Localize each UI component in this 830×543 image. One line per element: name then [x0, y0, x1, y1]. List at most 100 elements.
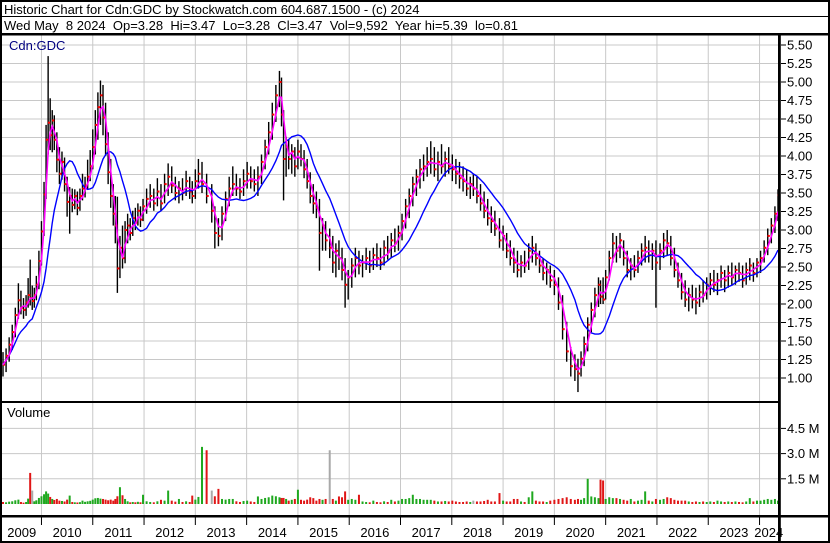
volume-bar: [545, 501, 548, 504]
volume-bar: [224, 499, 227, 504]
close-tick: [279, 81, 282, 83]
candle: [47, 56, 49, 155]
close-tick: [127, 224, 130, 227]
price-tick-label: 4.00: [787, 149, 812, 164]
close-tick: [291, 150, 294, 153]
close-tick: [130, 231, 133, 234]
volume-bar: [386, 501, 389, 504]
volume-bar: [76, 502, 79, 504]
volume-bar: [264, 497, 267, 504]
candle: [706, 277, 708, 300]
volume-bar: [43, 494, 46, 504]
volume-bar: [684, 500, 687, 504]
volume-bar: [401, 498, 404, 504]
volume-bar: [538, 501, 541, 504]
year-label: 2015: [309, 525, 338, 540]
price-tick-label: 3.25: [787, 204, 812, 219]
close-tick: [542, 271, 546, 274]
candle: [145, 188, 148, 214]
candle: [767, 228, 769, 256]
volume-bar: [770, 499, 773, 504]
close-tick: [45, 138, 49, 141]
candle: [56, 132, 58, 173]
year-label: 2014: [258, 525, 287, 540]
volume-bar: [121, 495, 124, 504]
candle: [361, 255, 364, 278]
candle: [324, 221, 327, 251]
volume-bar: [553, 499, 556, 504]
volume-bar: [324, 498, 327, 504]
volume-bar: [436, 501, 439, 504]
candle: [505, 232, 508, 259]
close-tick: [728, 271, 731, 274]
candle: [124, 221, 126, 264]
volume-bar: [309, 497, 312, 504]
volume-bar: [615, 498, 618, 504]
candle: [523, 250, 526, 273]
volume-bar: [194, 499, 197, 504]
volume-bar: [599, 479, 602, 504]
candle: [58, 147, 61, 185]
volume-bar: [181, 501, 184, 504]
volume-bar: [96, 497, 99, 504]
close-tick: [72, 203, 75, 206]
volume-bar: [25, 501, 28, 504]
candle: [437, 151, 439, 182]
candle: [94, 110, 97, 155]
candle: [119, 235, 121, 279]
volume-bar: [107, 500, 110, 504]
candle: [597, 277, 600, 307]
close-tick: [634, 268, 637, 271]
close-tick: [587, 323, 590, 326]
close-tick: [175, 192, 178, 194]
candle: [698, 284, 701, 307]
volume-tick-label: 3.0 M: [787, 446, 820, 461]
close-tick: [510, 257, 513, 260]
candle: [770, 218, 773, 244]
volume-bar: [472, 500, 475, 504]
close-tick: [659, 249, 663, 252]
candle: [716, 272, 719, 296]
volume-bar: [344, 491, 347, 504]
close-tick: [644, 246, 648, 249]
volume-bar: [260, 498, 263, 504]
plot-right-border: [778, 33, 781, 541]
close-tick: [583, 342, 587, 345]
volume-bar: [512, 498, 515, 504]
close-tick: [232, 183, 235, 186]
close-tick: [695, 301, 699, 304]
price-tick-label: 2.00: [787, 297, 812, 312]
volume-bar: [126, 501, 129, 504]
close-tick: [52, 119, 55, 122]
close-tick: [539, 264, 542, 267]
candle: [644, 235, 646, 263]
volume-bar: [372, 500, 375, 504]
candle: [695, 287, 697, 315]
candle: [246, 161, 248, 189]
close-tick: [570, 365, 573, 368]
close-tick: [735, 268, 738, 271]
volume-bar: [328, 450, 331, 504]
candle: [351, 258, 353, 288]
close-tick: [462, 180, 466, 183]
volume-bar: [14, 500, 17, 504]
candle: [759, 250, 762, 273]
candle: [520, 255, 522, 278]
close-tick: [674, 268, 677, 271]
close-tick: [506, 249, 509, 252]
close-tick: [201, 183, 205, 186]
volume-bar: [167, 490, 170, 504]
close-tick: [609, 257, 612, 260]
volume-bar: [490, 501, 493, 504]
volume-bar: [502, 500, 505, 504]
volume-bar: [139, 502, 142, 504]
volume-bar: [228, 498, 231, 504]
close-tick: [110, 194, 113, 197]
volume-bar: [149, 501, 152, 504]
volume-bar: [53, 499, 56, 504]
volume-bar: [17, 499, 20, 504]
year-label: 2021: [617, 525, 646, 540]
volume-bar: [498, 493, 501, 504]
close-tick: [160, 202, 164, 205]
